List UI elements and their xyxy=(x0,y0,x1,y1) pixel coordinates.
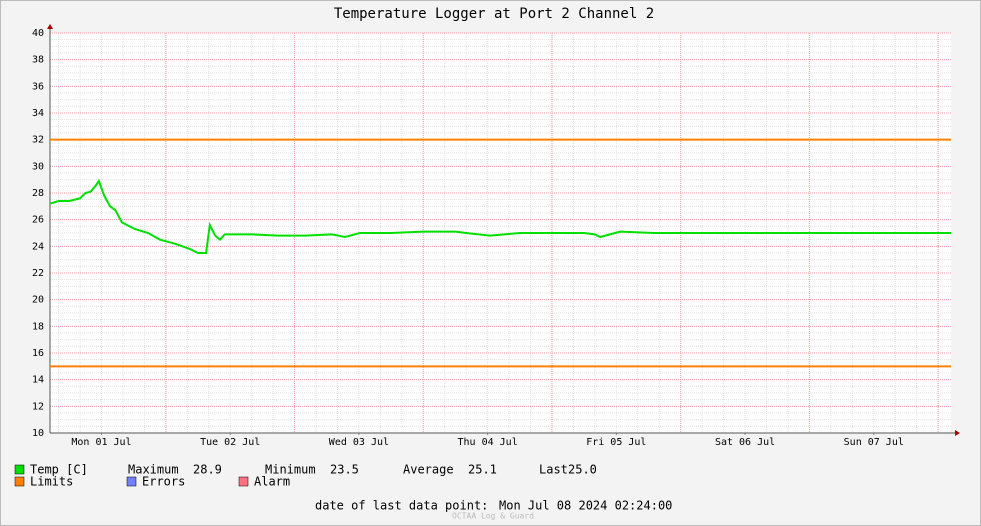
x-tick-label: Sun 07 Jul xyxy=(844,437,904,448)
x-tick-label: Thu 04 Jul xyxy=(458,437,518,448)
stat-label: Average xyxy=(403,463,454,477)
y-tick-label: 30 xyxy=(32,161,44,172)
legend-swatch xyxy=(238,476,249,487)
last-point-label: date of last data point: xyxy=(315,499,488,513)
legend-swatch xyxy=(14,464,25,475)
x-tick-label: Sat 06 Jul xyxy=(715,437,775,448)
y-tick-label: 16 xyxy=(32,348,44,359)
y-tick-label: 38 xyxy=(32,55,44,66)
x-tick-label: Mon 01 Jul xyxy=(71,437,131,448)
x-tick-label: Wed 03 Jul xyxy=(329,437,389,448)
y-tick-label: 20 xyxy=(32,295,44,306)
y-tick-label: 10 xyxy=(32,428,44,439)
last-point: Mon Jul 08 2024 02:24:00 xyxy=(499,499,672,513)
stat-label: Maximum xyxy=(128,463,179,477)
legend-swatch xyxy=(14,476,25,487)
y-tick-label: 22 xyxy=(32,268,44,279)
x-tick-label: Fri 05 Jul xyxy=(586,437,646,448)
y-tick-label: 18 xyxy=(32,321,44,332)
stat-value: 28.9 xyxy=(193,463,222,477)
stat-value: 25.0 xyxy=(568,463,597,477)
y-tick-label: 36 xyxy=(32,81,44,92)
y-tick-label: 28 xyxy=(32,188,44,199)
legend-label: Errors xyxy=(142,475,185,489)
legend-label: Alarm xyxy=(254,475,290,489)
legend-label: Limits xyxy=(30,475,73,489)
legend-swatch xyxy=(126,476,137,487)
y-tick-label: 34 xyxy=(32,108,44,119)
stat-value: 23.5 xyxy=(330,463,359,477)
y-tick-label: 32 xyxy=(32,135,44,146)
x-tick-label: Tue 02 Jul xyxy=(200,437,260,448)
y-tick-label: 26 xyxy=(32,215,44,226)
temp-line xyxy=(49,178,951,254)
y-arrow xyxy=(47,24,53,29)
footer: OCTAA Log & Guard xyxy=(452,512,534,521)
chart-title: Temperature Logger at Port 2 Channel 2 xyxy=(334,6,654,22)
y-tick-label: 12 xyxy=(32,401,44,412)
x-arrow xyxy=(955,430,960,436)
legend-label: Temp [C] xyxy=(30,463,88,477)
stat-label: Minimum xyxy=(265,463,316,477)
stat-label: Last xyxy=(539,463,568,477)
y-tick-label: 40 xyxy=(32,28,44,39)
y-tick-label: 14 xyxy=(32,375,44,386)
y-tick-label: 24 xyxy=(32,241,44,252)
stat-value: 25.1 xyxy=(468,463,497,477)
